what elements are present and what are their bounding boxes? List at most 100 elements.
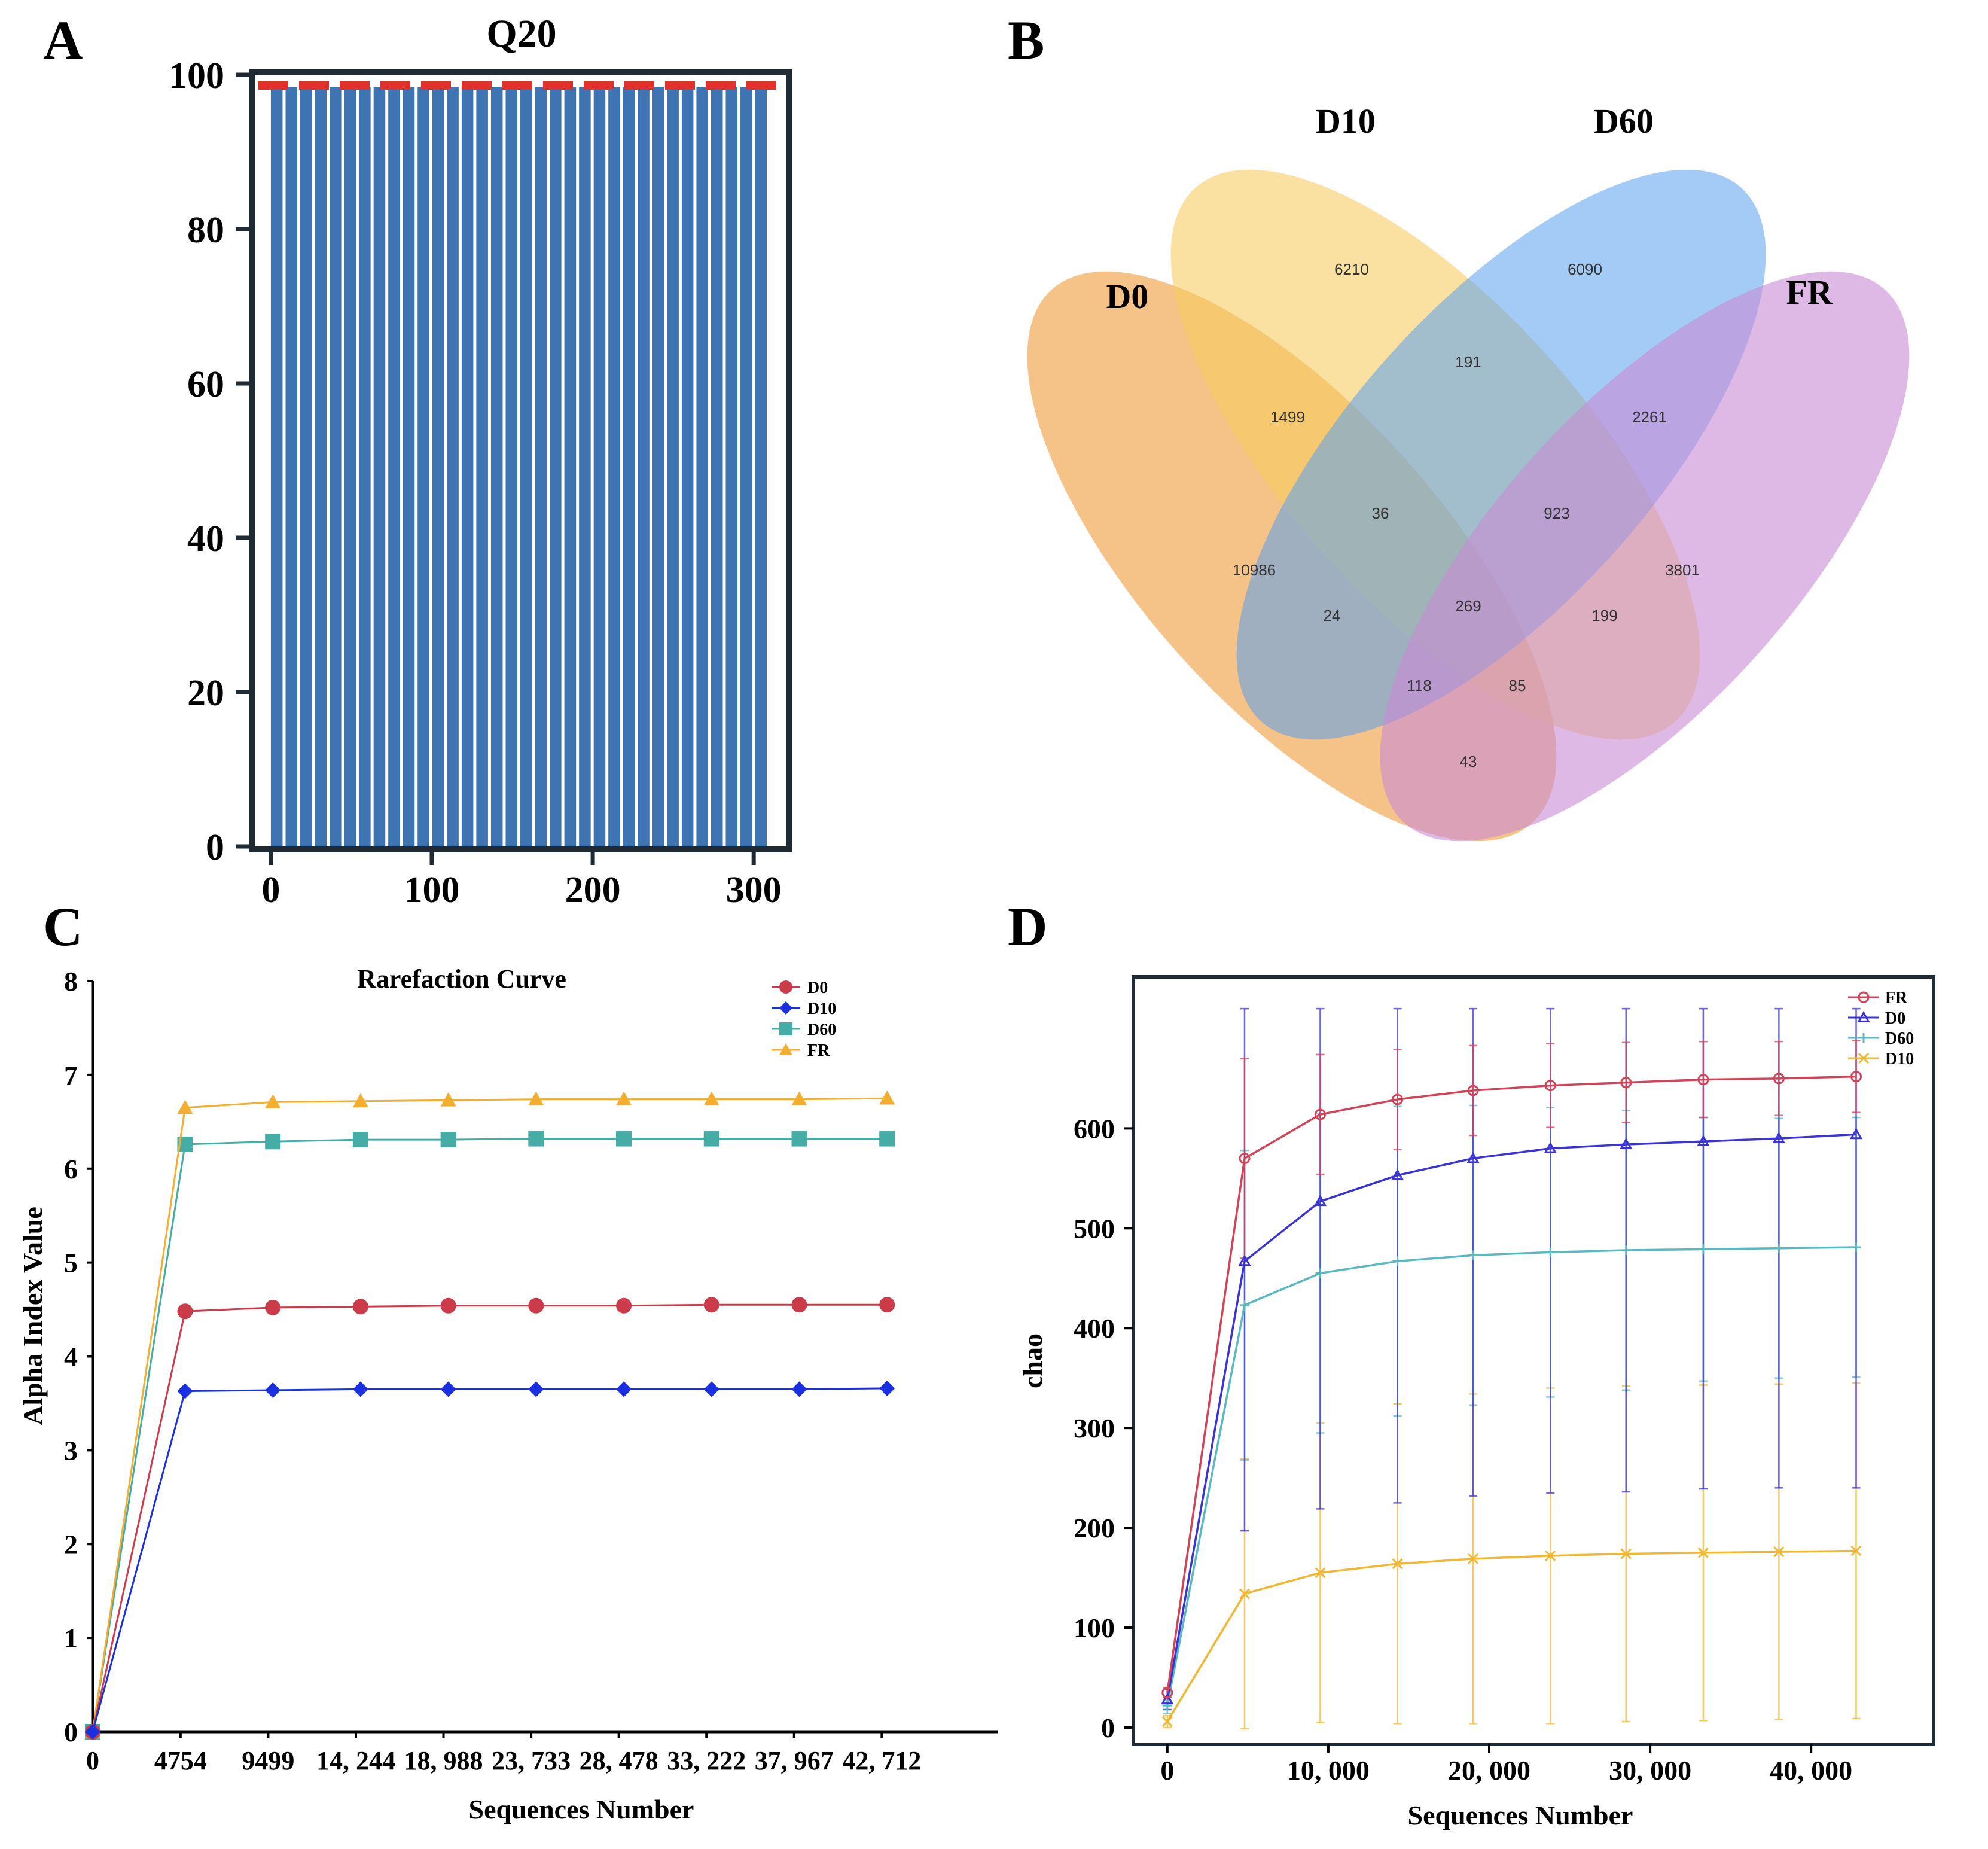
legend-label: FR [807, 1041, 830, 1060]
legend-marker [779, 1043, 792, 1055]
legend-marker [779, 980, 792, 994]
point-d60 [616, 1131, 632, 1147]
point-d60 [1162, 1701, 1172, 1711]
y-tick-label: 200 [1074, 1513, 1115, 1543]
x-tick-label: 37, 967 [755, 1746, 834, 1775]
bar [344, 87, 356, 846]
series-line-d60 [1166, 1246, 1856, 1706]
y-tick-label: 0 [206, 827, 224, 868]
bar [667, 87, 679, 846]
x-tick-label: 10, 000 [1287, 1755, 1370, 1786]
point-fr [1544, 1080, 1556, 1092]
point-d60 [352, 1132, 368, 1148]
x-tick-label: 4754 [154, 1746, 207, 1775]
venn-counts: 6210 6090 191 1499 2261 36 923 10986 380… [1233, 260, 1700, 770]
venn-set-d60 [1236, 169, 1766, 740]
x-tick-label: 18, 988 [404, 1746, 483, 1775]
x-tick-label: 300 [726, 870, 782, 910]
y-tick-label: 40 [187, 519, 224, 559]
legend-label: D10 [1885, 1050, 1914, 1068]
y-tick-label: 500 [1074, 1213, 1115, 1244]
bar [725, 87, 738, 846]
bar [696, 87, 708, 846]
panel-c-legend: D0 D10 D60 FR [772, 979, 836, 1060]
venn-count: 24 [1324, 607, 1341, 625]
bar [403, 87, 415, 846]
point-d0 [703, 1297, 719, 1313]
panel-a-x-axis: 0 100 200 300 [261, 849, 782, 910]
series-line-d10 [1166, 1549, 1856, 1722]
point-d10 [1315, 1567, 1326, 1579]
legend-label: D60 [807, 1021, 836, 1039]
venn-count: 199 [1591, 607, 1617, 625]
panel-c-axes: 0 1 2 3 4 5 6 7 8 0 4754 9499 14, 244 18, 988 23, 733 2… [64, 966, 998, 1775]
panel-a-bars [270, 87, 767, 846]
legend-marker [779, 1022, 792, 1035]
point-d0 [528, 1297, 544, 1314]
point-fr [1239, 1152, 1251, 1164]
x-tick-label: 9499 [242, 1746, 294, 1775]
point-d0 [440, 1297, 456, 1314]
point-d0 [1849, 1128, 1863, 1140]
y-tick-label: 600 [1074, 1113, 1115, 1144]
point-d0 [1161, 1693, 1174, 1705]
venn-count: 6090 [1568, 260, 1602, 278]
panel-d-frame [1132, 975, 1935, 1746]
bar [681, 87, 694, 846]
y-tick-label: 300 [1074, 1413, 1115, 1443]
panel-d-letter: D [1008, 896, 1047, 957]
x-tick-label: 100 [404, 870, 460, 910]
point-d60 [791, 1131, 807, 1147]
panel-d-axes: 0 100 200 300 400 500 600 0 10, 000 20, 000 30, 00… [1074, 1113, 1852, 1786]
bar [315, 87, 327, 846]
x-tick-label: 28, 478 [580, 1746, 658, 1775]
panel-b: B D0 D10 D60 FR 6210 6090 191 1499 2261 … [1008, 10, 1910, 842]
bar [623, 87, 635, 846]
y-tick-label: 8 [64, 966, 78, 997]
point-d60 [1698, 1244, 1708, 1254]
point-d60 [1468, 1250, 1478, 1260]
bar [330, 87, 342, 846]
point-d60 [265, 1134, 281, 1150]
point-d0 [177, 1303, 193, 1320]
point-d0 [265, 1299, 281, 1315]
x-tick-label: 0 [261, 870, 280, 910]
bar [300, 87, 312, 846]
y-tick-label: 60 [187, 364, 224, 405]
point-d60 [528, 1131, 544, 1147]
point-fr [440, 1092, 456, 1107]
point-d0 [616, 1297, 632, 1314]
legend-label: D60 [1885, 1029, 1914, 1048]
point-d0 [1544, 1141, 1557, 1153]
point-fr [879, 1090, 895, 1105]
venn-count: 6210 [1334, 260, 1369, 278]
point-d60 [879, 1131, 895, 1147]
point-d10 [1850, 1545, 1862, 1556]
point-fr [1773, 1073, 1785, 1085]
point-fr [1161, 1687, 1173, 1699]
panel-c-title: Rarefaction Curve [357, 964, 566, 994]
point-d60 [703, 1131, 719, 1147]
point-d10 [265, 1382, 281, 1398]
point-d10 [1392, 1558, 1403, 1570]
point-d10 [528, 1381, 544, 1397]
venn-count: 118 [1407, 677, 1431, 694]
point-d0 [352, 1299, 368, 1315]
panel-c-x-label: Sequences Number [469, 1794, 694, 1824]
venn-count: 923 [1544, 504, 1569, 522]
point-fr [1467, 1085, 1479, 1096]
venn-label-fr: FR [1786, 273, 1833, 312]
series-line-d10 [92, 1387, 888, 1732]
bar [461, 87, 474, 846]
point-d0 [879, 1297, 895, 1313]
point-fr [1697, 1074, 1709, 1086]
y-tick-label: 1 [64, 1623, 78, 1653]
point-fr [1850, 1071, 1862, 1083]
x-tick-label: 30, 000 [1609, 1755, 1691, 1786]
series-line-fr [1166, 1075, 1856, 1693]
y-tick-label: 3 [64, 1435, 78, 1466]
point-d0 [1391, 1168, 1404, 1180]
point-fr [265, 1094, 281, 1108]
point-d60 [1239, 1300, 1249, 1310]
